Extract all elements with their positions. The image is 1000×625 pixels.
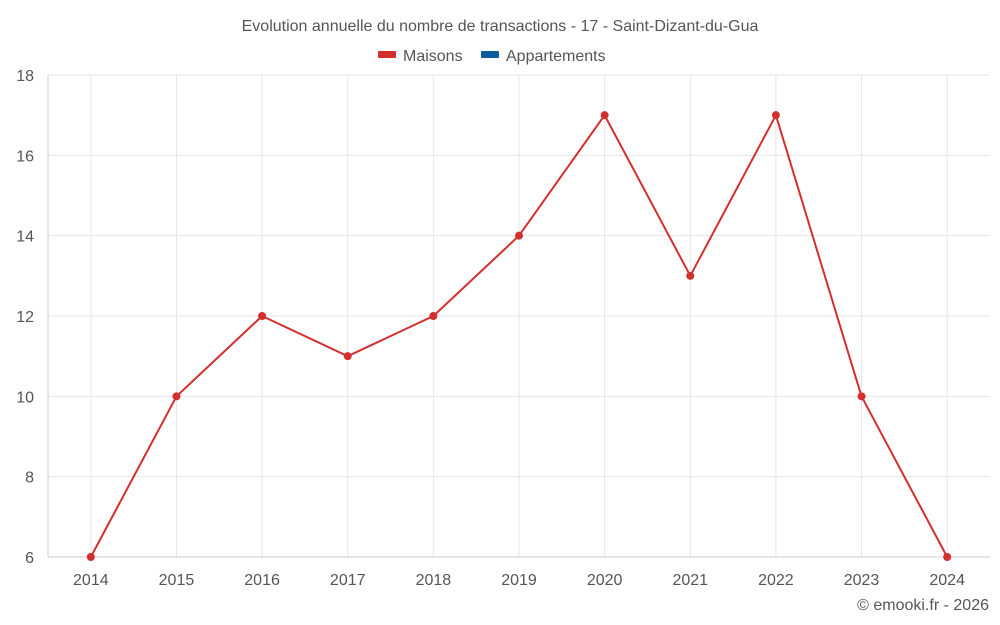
data-point-maisons-2020[interactable]: [600, 111, 609, 120]
y-tick-label: 18: [16, 68, 34, 85]
y-tick-label: 14: [16, 229, 34, 246]
legend-item-maisons[interactable]: Maisons: [378, 48, 463, 65]
y-tick-label: 6: [25, 550, 34, 567]
data-point-maisons-2024[interactable]: [943, 553, 952, 561]
legend-swatch-appartements: [481, 51, 499, 58]
legend-label-maisons: Maisons: [403, 48, 463, 65]
chart-title: Evolution annuelle du nombre de transact…: [242, 18, 759, 35]
legend-label-appartements: Appartements: [506, 48, 606, 65]
x-tick-label: 2014: [73, 572, 109, 589]
x-tick-label: 2020: [587, 572, 623, 589]
data-point-maisons-2023[interactable]: [857, 392, 866, 401]
x-tick-label: 2015: [159, 572, 195, 589]
data-point-maisons-2015[interactable]: [172, 392, 181, 401]
data-point-maisons-2021[interactable]: [686, 271, 695, 280]
data-point-maisons-2017[interactable]: [343, 352, 352, 361]
data-point-maisons-2018[interactable]: [429, 312, 438, 320]
y-tick-label: 16: [16, 148, 34, 165]
legend: Maisons Appartements: [378, 48, 606, 65]
legend-item-appartements[interactable]: Appartements: [481, 48, 606, 65]
credit-text: © emooki.fr - 2026: [857, 597, 989, 614]
y-tick-label: 8: [25, 470, 34, 487]
data-point-maisons-2019[interactable]: [515, 231, 523, 240]
data-point-maisons-2014[interactable]: [86, 553, 95, 561]
x-tick-label: 2023: [844, 572, 880, 589]
x-tick-label: 2022: [758, 572, 794, 589]
x-tick-label: 2018: [416, 572, 452, 589]
x-tick-label: 2024: [929, 572, 965, 589]
y-tick-label: 10: [16, 389, 34, 406]
axes: 6 8 10 12 14 16 18 2014 2015 2016 2017 2018 2019 2020…: [16, 68, 990, 589]
legend-swatch-maisons: [378, 51, 396, 58]
x-tick-label: 2019: [501, 572, 537, 589]
y-tick-label: 12: [16, 309, 34, 326]
x-tick-label: 2016: [244, 572, 280, 589]
x-tick-label: 2017: [330, 572, 366, 589]
series: [86, 111, 952, 561]
x-tick-label: 2021: [672, 572, 708, 589]
data-point-maisons-2016[interactable]: [258, 312, 267, 320]
data-point-maisons-2022[interactable]: [771, 111, 780, 120]
grid: [48, 74, 990, 557]
